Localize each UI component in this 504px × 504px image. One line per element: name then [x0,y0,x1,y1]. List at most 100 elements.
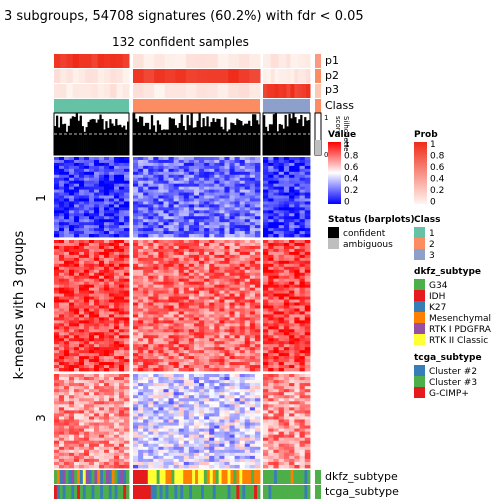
heatmap-cell [289,353,295,357]
heatmap-cell [299,242,306,247]
heatmap-cell [229,437,235,442]
heatmap-cell [99,266,105,271]
heatmap-cell [79,341,85,345]
heatmap-cell [94,183,100,188]
heatmap-cell [124,383,130,387]
heatmap-cell [158,437,164,442]
heatmap-cell [104,296,110,300]
heatmap-cell [119,383,125,387]
heatmap-cell [99,422,105,426]
heatmap-cell [224,287,230,292]
heatmap-cell [229,326,235,330]
heatmap-cell [54,365,60,369]
heatmap-cell [89,329,95,333]
heatmap-cell [193,392,200,396]
heatmap-cell [133,341,139,345]
heatmap-cell [59,157,65,161]
prob-cell [282,69,287,83]
heatmap-cell [254,401,261,405]
heatmap-cell [173,446,180,451]
heatmap-cell [143,174,149,179]
heatmap-cell [229,157,235,161]
heatmap-cell [64,377,70,381]
heatmap-cell [104,365,110,369]
heatmap-cell [199,365,205,369]
heatmap-cell [84,266,90,271]
heatmap-cell [89,278,95,283]
heatmap-cell [138,201,144,205]
heatmap-cell [74,174,80,179]
heatmap-cell [104,332,110,336]
heatmap-cell [124,434,130,439]
heatmap-cell [289,317,295,321]
heatmap-cell [119,452,125,457]
heatmap-cell [209,458,215,463]
heatmap-cell [54,359,60,363]
silhouette-bar [270,124,274,155]
heatmap-cell [278,293,285,297]
heatmap-cell [249,407,256,411]
heatmap-cell [219,320,225,324]
heatmap-cell [119,311,125,315]
heatmap-cell [199,269,205,274]
heatmap-cell [204,269,210,274]
heatmap-cell [173,207,180,211]
heatmap-cell [74,389,80,393]
heatmap-cell [199,389,205,393]
heatmap-cell [183,287,190,292]
heatmap-cell [163,195,169,199]
heatmap-cell [304,171,311,176]
heatmap-cell [114,207,120,211]
heatmap-cell [168,180,175,185]
heatmap-cell [74,437,80,442]
heatmap-cell [299,323,306,327]
heatmap-cell [173,365,180,369]
heatmap-cell [283,329,290,333]
heatmap-cell [153,186,159,190]
heatmap-cell [74,210,80,214]
heatmap-cell [143,461,149,466]
heatmap-cell [283,234,290,238]
heatmap-cell [254,290,261,294]
heatmap-cell [109,455,115,460]
heatmap-cell [104,359,110,363]
heatmap-cell [64,266,70,271]
heatmap-cell [188,350,195,354]
heatmap-cell [244,254,251,259]
prob-cell [298,54,303,68]
heatmap-cell [278,248,285,253]
heatmap-cell [143,266,149,271]
heatmap-cell [143,329,149,333]
silhouette-bar [140,116,144,155]
heatmap-cell [278,305,285,309]
heatmap-cell [173,240,180,244]
heatmap-cell [263,305,269,309]
heatmap-cell [138,216,144,220]
heatmap-cell [204,177,210,182]
heatmap-cell [64,272,70,277]
heatmap-cell [249,251,256,256]
heatmap-cell [59,431,65,436]
heatmap-cell [219,434,225,439]
heatmap-cell [94,323,100,327]
heatmap-cell [268,210,274,214]
heatmap-cell [79,326,85,330]
heatmap-cell [239,413,246,417]
heatmap-cell [114,410,120,414]
heatmap-cell [64,455,70,460]
heatmap-cell [133,278,139,283]
heatmap-cell [193,254,200,259]
heatmap-cell [239,398,246,402]
heatmap-cell [143,368,149,372]
heatmap-cell [268,225,274,229]
heatmap-cell [119,210,125,214]
heatmap-cell [214,186,220,190]
heatmap-cell [263,362,269,366]
heatmap-cell [188,213,195,217]
heatmap-cell [109,422,115,426]
heatmap-cell [249,440,256,445]
heatmap-cell [94,296,100,300]
heatmap-cell [133,245,139,250]
heatmap-cell [204,231,210,235]
silhouette-bar [152,125,156,155]
